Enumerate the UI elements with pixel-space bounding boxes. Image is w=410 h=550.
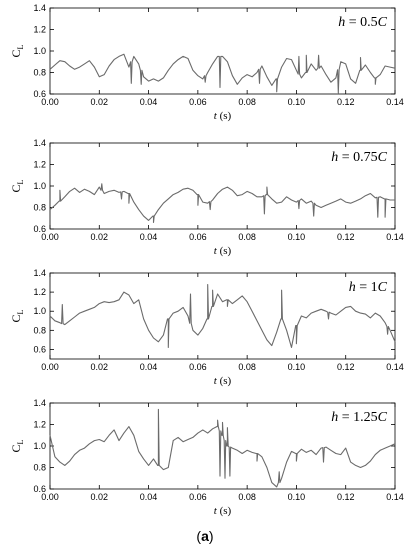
y-tick-label: 0.6 [33, 484, 46, 494]
y-tick-label: 1.2 [33, 160, 46, 170]
x-tick-label: 0.02 [91, 97, 109, 107]
x-tick-label: 0.00 [41, 97, 59, 107]
y-tick-label: 1.2 [33, 25, 46, 35]
x-tick-label: 0.08 [238, 492, 256, 502]
series-line [49, 53, 396, 94]
y-tick-label: 1.4 [33, 398, 46, 408]
x-axis-title: t (s) [214, 245, 232, 257]
plot-frame [49, 272, 396, 360]
x-tick-label: 0.00 [41, 232, 59, 242]
x-tick-label: 0.14 [386, 362, 404, 372]
y-tick-label: 1.4 [33, 138, 46, 148]
x-axis-title: t (s) [214, 110, 232, 122]
x-tick-label: 0.02 [91, 232, 109, 242]
chart-panel-4: 0.00 0.02 0.04 0.06 0.08 0.10 0.12 0.14 0.6 0.8 1.… [9, 398, 404, 517]
y-tick-label: 0.8 [33, 203, 46, 213]
x-tick-label: 0.04 [140, 232, 158, 242]
y-tick-label: 1.0 [33, 46, 46, 56]
series-line [49, 183, 395, 224]
x-tick-label: 0.08 [238, 362, 256, 372]
y-tick-label: 1.0 [33, 306, 46, 316]
x-tick-label: 0.00 [41, 492, 59, 502]
x-tick-label: 0.12 [337, 97, 355, 107]
chart-panel-2: 0.00 0.02 0.04 0.06 0.08 0.10 0.12 0.14 0.6 0.8 1.… [9, 138, 404, 257]
x-tick-label: 0.02 [91, 362, 109, 372]
y-tick-label: 1.4 [33, 268, 46, 278]
y-axis-title: CL [9, 439, 25, 452]
panel-annotation: h = 1.25C [331, 410, 387, 425]
figure-caption: (a) [196, 528, 213, 544]
y-axis-title: CL [9, 179, 25, 192]
y-axis-title: CL [9, 309, 25, 322]
y-tick-label: 0.6 [33, 89, 46, 99]
y-tick-label: 0.8 [33, 463, 46, 473]
x-tick-label: 0.10 [288, 232, 306, 242]
x-tick-label: 0.14 [386, 492, 404, 502]
y-axis-title: CL [9, 44, 25, 57]
x-tick-label: 0.12 [337, 232, 355, 242]
x-axis-title: t (s) [214, 505, 232, 517]
x-tick-label: 0.06 [189, 97, 207, 107]
x-tick-label: 0.06 [189, 362, 207, 372]
x-tick-label: 0.14 [386, 97, 404, 107]
chart-panel-3: 0.00 0.02 0.04 0.06 0.08 0.10 0.12 0.14 0.6 0.8 1.… [9, 268, 404, 387]
x-tick-label: 0.06 [189, 232, 207, 242]
x-tick-label: 0.12 [337, 362, 355, 372]
x-tick-label: 0.14 [386, 232, 404, 242]
panel-annotation: h = 0.75C [331, 150, 387, 165]
x-tick-label: 0.06 [189, 492, 207, 502]
x-tick-label: 0.02 [91, 492, 109, 502]
panel-annotation: h = 1C [349, 280, 388, 295]
series-line [49, 283, 396, 349]
panel-annotation: h = 0.5C [338, 15, 387, 30]
y-tick-label: 1.2 [33, 287, 46, 297]
x-tick-label: 0.00 [41, 362, 59, 372]
y-tick-label: 0.6 [33, 224, 46, 234]
x-tick-label: 0.10 [288, 362, 306, 372]
x-tick-label: 0.08 [238, 97, 256, 107]
x-tick-label: 0.04 [140, 97, 158, 107]
y-tick-label: 1.0 [33, 441, 46, 451]
x-tick-label: 0.04 [140, 362, 158, 372]
x-tick-label: 0.10 [288, 97, 306, 107]
x-tick-label: 0.08 [238, 232, 256, 242]
x-tick-label: 0.04 [140, 492, 158, 502]
y-tick-label: 1.2 [33, 420, 46, 430]
chart-panel-1: 0.00 0.02 0.04 0.06 0.08 0.10 0.12 0.14 0.6 0.8 1.… [9, 3, 404, 122]
x-axis-title: t (s) [214, 375, 232, 387]
y-tick-label: 1.0 [33, 181, 46, 191]
y-tick-label: 1.4 [33, 3, 46, 13]
y-tick-label: 0.8 [33, 68, 46, 78]
y-tick-label: 0.8 [33, 325, 46, 335]
series-line [49, 408, 396, 488]
y-tick-label: 0.6 [33, 344, 46, 354]
x-tick-label: 0.10 [288, 492, 306, 502]
x-tick-label: 0.12 [337, 492, 355, 502]
